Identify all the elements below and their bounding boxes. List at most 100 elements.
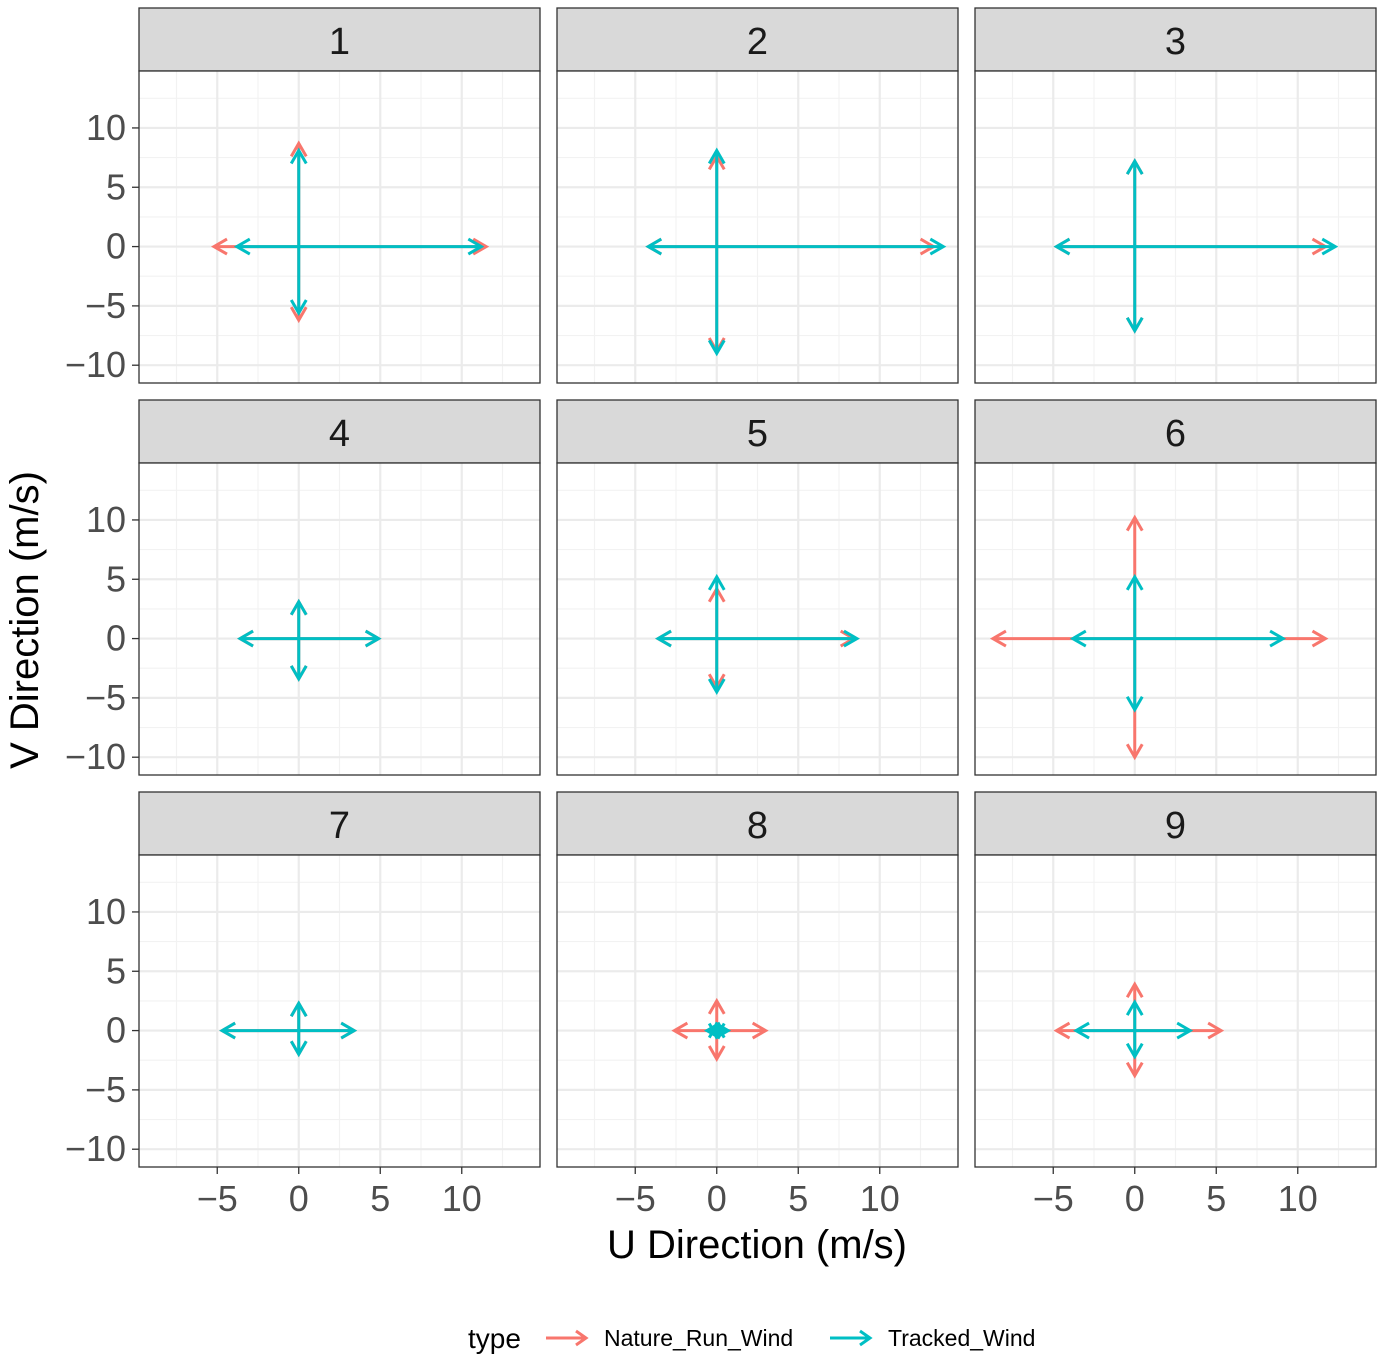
wind-arrow-u-neg [1069, 629, 1135, 648]
series-tracked-wind [645, 147, 947, 357]
facet-strip-label: 3 [1165, 21, 1186, 63]
facet-panel-4: 4 [138, 399, 541, 776]
legend-title: type [468, 1323, 521, 1354]
y-axis-ticks: 10 5 0 −5 −10 10 5 0 −5 −10 10 5 0 −5 −10 [65, 107, 139, 1169]
facet-panel-2: 2 [556, 7, 959, 384]
facet-panel-9: 9 [974, 791, 1377, 1168]
gridlines [139, 71, 540, 383]
x-tick-label: 0 [707, 1178, 727, 1219]
facet-strip-label: 2 [747, 21, 768, 63]
wind-arrow-v-neg [707, 638, 726, 695]
wind-arrow-v-neg [1125, 638, 1144, 713]
gridlines [557, 855, 958, 1167]
series-tracked-wind [655, 573, 860, 695]
wind-arrow-u-pos [1134, 237, 1339, 256]
x-tick-label: −5 [197, 1178, 238, 1219]
panel-border [138, 462, 541, 776]
wind-arrow-u-pos [298, 1021, 358, 1040]
wind-arrow-u-pos [1134, 629, 1287, 648]
y-tick-label: 10 [86, 891, 126, 932]
panel-border [974, 854, 1377, 1168]
facet-panel-8: 8 [556, 791, 959, 1168]
x-tick-label: −5 [615, 1178, 656, 1219]
y-tick-label: −10 [65, 736, 126, 777]
wind-arrow-v-pos [1125, 573, 1144, 639]
facet-strip-label: 6 [1165, 413, 1186, 455]
x-tick-label: 0 [289, 1178, 309, 1219]
series-tracked-wind [703, 1021, 732, 1040]
wind-arrow-v-neg [1125, 246, 1144, 334]
facet-strip [974, 791, 1377, 856]
wind-arrow-u-pos [298, 237, 485, 256]
wind-arrow-v-neg [707, 1022, 726, 1040]
y-tick-label: 0 [106, 226, 126, 267]
wind-arrow-v-pos [1125, 999, 1144, 1031]
facet-strip-label: 8 [747, 805, 768, 847]
facet-panel-7: 7 [138, 791, 541, 1168]
y-tick-label: 10 [86, 107, 126, 148]
facet-strip-label: 7 [329, 805, 350, 847]
wind-arrow-v-neg [707, 246, 726, 357]
legend-label-tracked: Tracked_Wind [888, 1325, 1035, 1351]
x-tick-label: 5 [1206, 1178, 1226, 1219]
series-tracked-wind [1073, 999, 1194, 1060]
y-tick-label: 10 [86, 499, 126, 540]
y-tick-label: 5 [106, 166, 126, 207]
x-axis-title: U Direction (m/s) [607, 1223, 907, 1267]
gridlines [975, 71, 1376, 383]
x-tick-label: 10 [1278, 1178, 1318, 1219]
legend-label-nature-run: Nature_Run_Wind [604, 1325, 793, 1351]
wind-arrow-v-neg [289, 1030, 308, 1058]
wind-arrow-u-neg [219, 1021, 299, 1040]
panel-border [556, 854, 959, 1168]
x-tick-label: 5 [788, 1178, 808, 1219]
wind-arrow-v-neg [289, 638, 308, 682]
panel-border [974, 462, 1377, 776]
wind-arrow-v-pos [707, 1021, 726, 1039]
facet-strip [138, 399, 541, 464]
y-tick-label: 5 [106, 558, 126, 599]
wind-arrow-v-neg [1125, 1030, 1144, 1060]
wind-arrow-u-pos [716, 629, 860, 648]
x-tick-label: 5 [370, 1178, 390, 1219]
wind-arrow-u-neg [1053, 237, 1135, 256]
panel-border [974, 70, 1377, 384]
facet-strip [974, 7, 1377, 72]
wind-arrow-v-pos [289, 147, 308, 247]
y-tick-label: 0 [106, 1010, 126, 1051]
legend-key-tracked [830, 1329, 873, 1347]
panel-border [138, 70, 541, 384]
series-tracked-wind [237, 598, 382, 682]
facet-strip [138, 7, 541, 72]
facet-strip-label: 1 [329, 21, 350, 63]
panel-border [556, 70, 959, 384]
wind-arrow-u-pos [298, 629, 382, 648]
y-tick-label: −10 [65, 1128, 126, 1169]
gridlines [139, 463, 540, 775]
y-tick-label: −5 [85, 1069, 126, 1110]
wind-arrow-u-pos [716, 237, 947, 256]
facet-strip [556, 791, 959, 856]
gridlines [557, 463, 958, 775]
facet-strip-label: 5 [747, 413, 768, 455]
x-axis-ticks: −5 0 5 10 −5 0 5 10 −5 0 5 10 [197, 1167, 1318, 1219]
gridlines [557, 71, 958, 383]
wind-arrow-u-neg [1073, 1021, 1135, 1040]
y-axis-title: V Direction (m/s) [3, 471, 47, 769]
x-tick-label: −5 [1033, 1178, 1074, 1219]
wind-arrow-v-pos [289, 1000, 308, 1031]
facet-panel-1: 1 [138, 7, 541, 384]
wind-arrow-u-pos [1134, 1021, 1194, 1040]
wind-arrow-u-neg [655, 629, 717, 648]
facet-strip [974, 399, 1377, 464]
series-tracked-wind [233, 147, 485, 317]
facet-panel-3: 3 [974, 7, 1377, 384]
facet-strip-label: 9 [1165, 805, 1186, 847]
x-tick-label: 10 [860, 1178, 900, 1219]
wind-arrow-v-pos [1125, 158, 1144, 247]
y-tick-label: −10 [65, 344, 126, 385]
wind-arrow-v-pos [289, 598, 308, 639]
panel-border [556, 462, 959, 776]
legend-key-nature-run [546, 1329, 589, 1347]
